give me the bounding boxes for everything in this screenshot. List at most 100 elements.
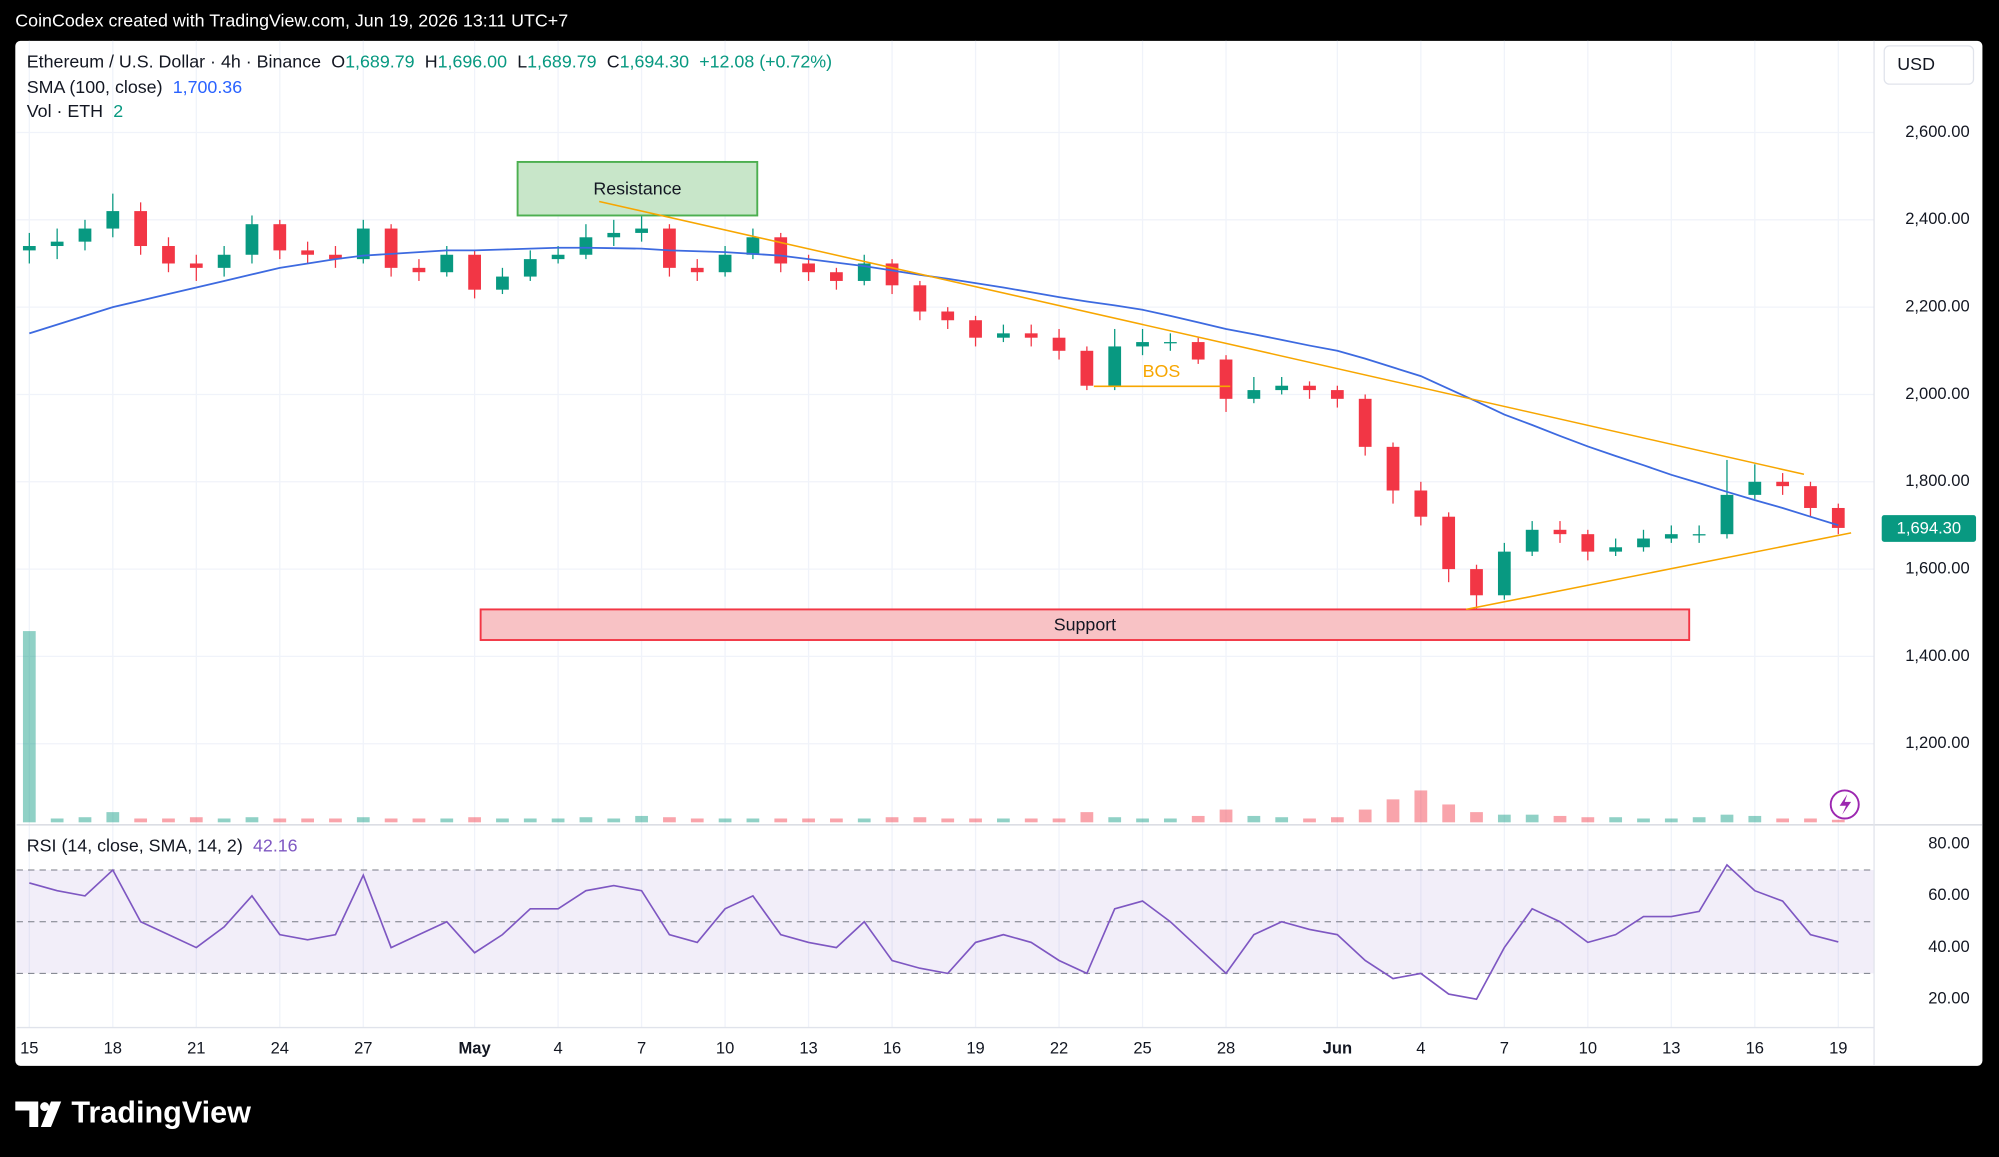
brand-logo [15, 1101, 39, 1128]
volume-bar [1358, 809, 1372, 823]
candle-body [189, 263, 203, 268]
candle-body [830, 272, 843, 281]
rsi-line [29, 863, 1839, 1001]
x-tick-label: 4 [1416, 1039, 1425, 1058]
ohlc-key: H [425, 51, 438, 71]
volume-bar [440, 818, 454, 823]
volume-bar [1497, 814, 1511, 823]
candle-body [384, 228, 398, 268]
x-tick-label: 19 [966, 1039, 984, 1058]
candle-body [690, 267, 704, 273]
volume-bar [1414, 790, 1428, 823]
candle-body [1497, 551, 1511, 596]
y-tick-label: 2,000.00 [1905, 384, 1969, 403]
support-label: Support [1054, 615, 1116, 635]
candle-body [635, 228, 648, 233]
volume-bar [1776, 818, 1790, 823]
volume-bar [273, 818, 287, 823]
volume-bar [997, 818, 1010, 823]
rsi-band-fill [16, 870, 1875, 974]
candle-body [412, 267, 426, 273]
candle-body [1330, 390, 1344, 399]
x-tick-label: 13 [1662, 1039, 1680, 1058]
sma-legend: SMA (100, close) 1,700.36 [27, 77, 242, 97]
candle-body [1442, 516, 1456, 570]
candle-body [1664, 534, 1678, 539]
currency-button[interactable] [1883, 45, 1975, 85]
brand-logo [40, 1101, 62, 1128]
rsi-tick-label: 40.00 [1928, 937, 1969, 956]
candle-body [1219, 359, 1233, 399]
candle-body [440, 254, 454, 273]
volume-bar [356, 817, 370, 823]
y-tick-label: 1,800.00 [1905, 471, 1969, 490]
volume-bar [162, 818, 175, 823]
currency[interactable]: USD [1897, 54, 1935, 74]
candle-body [1581, 534, 1595, 552]
candle-body [1525, 529, 1539, 552]
volume-bar [245, 817, 259, 823]
candle-body [22, 246, 36, 251]
y-tick-label: 1,200.00 [1905, 733, 1969, 752]
ohlc-value: 1,689.79 [345, 51, 414, 71]
ohlc-key: C [607, 51, 620, 71]
volume-bar [523, 818, 537, 823]
x-tick-label: 4 [553, 1039, 562, 1058]
volume-bar [1219, 809, 1233, 823]
candle-body [718, 254, 732, 273]
candle-body [134, 211, 148, 247]
candle-body [106, 211, 120, 229]
x-tick-label: 13 [799, 1039, 817, 1058]
volume-bar [1609, 817, 1623, 823]
candle-body [50, 241, 64, 247]
volume-bar [607, 818, 621, 823]
candle-body [1247, 390, 1261, 399]
candle-body [523, 259, 537, 277]
volume-bar [134, 818, 148, 823]
rsi-tick-label: 80.00 [1928, 834, 1969, 853]
volume-bar [1664, 818, 1678, 823]
volume-bar [412, 818, 426, 823]
rsi-tick-label: 60.00 [1928, 885, 1969, 904]
candle-body [1358, 398, 1372, 447]
x-tick-label: 10 [716, 1039, 734, 1058]
candle-body [162, 246, 175, 264]
volume-bar [1581, 817, 1595, 823]
candle-body [329, 254, 342, 260]
volume-bar [746, 818, 760, 823]
sma-label: SMA (100, close) [27, 77, 163, 97]
volume-bar [1470, 812, 1483, 823]
candle-body [579, 237, 593, 255]
brand-logo [40, 1102, 50, 1112]
candle-body [1163, 342, 1177, 344]
x-tick-label: 10 [1579, 1039, 1597, 1058]
x-tick-label: 16 [1746, 1039, 1764, 1058]
volume-bar [774, 818, 788, 823]
last-price: 1,694.30 [1897, 518, 1961, 537]
volume-bar [1720, 814, 1734, 823]
candle-body [969, 320, 982, 338]
candle-body [301, 250, 315, 255]
y-tick-label: 2,600.00 [1905, 122, 1969, 141]
candle-body [941, 311, 955, 321]
candle-body [78, 228, 92, 242]
x-tick-label: 7 [637, 1039, 646, 1058]
candle-body [663, 228, 676, 268]
change: +12.08 (+0.72%) [699, 51, 832, 71]
x-tick-label: 18 [104, 1039, 122, 1058]
volume-bar [1330, 817, 1344, 823]
volume-bar [579, 817, 593, 823]
volume-bar [1191, 815, 1205, 823]
volume-bar [1080, 812, 1094, 823]
volume-bar [217, 818, 231, 823]
volume-bar [22, 631, 36, 823]
volume-bar [50, 818, 64, 823]
ohlc-value: 1,696.00 [438, 51, 507, 71]
candle-body [1609, 547, 1623, 552]
x-tick-label: 21 [187, 1039, 205, 1058]
volume-bar [830, 818, 843, 823]
candle-body [1692, 534, 1706, 536]
x-tick-label: 25 [1133, 1039, 1151, 1058]
x-tick-label: 15 [20, 1039, 38, 1058]
